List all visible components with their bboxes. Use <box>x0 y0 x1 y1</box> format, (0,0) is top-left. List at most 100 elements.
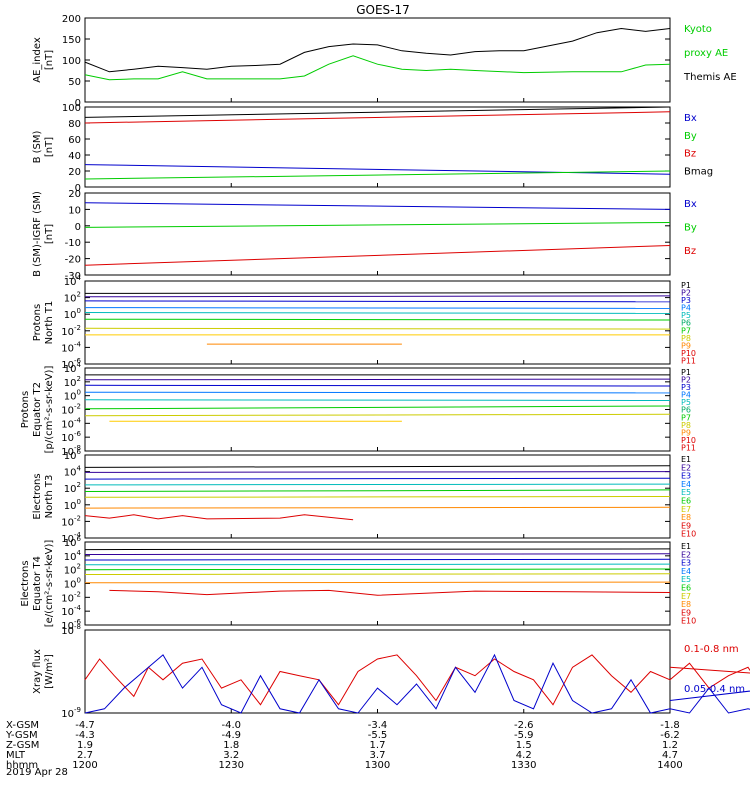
series-line <box>84 111 671 124</box>
figure-title: GOES-17 <box>356 3 410 17</box>
legend-label: P7 <box>681 326 691 335</box>
series-line <box>84 573 671 575</box>
y-axis-label: B (SM)-IGRF (SM) <box>32 191 43 277</box>
panel-frame <box>84 17 671 103</box>
footer-value: -2.6 <box>514 720 534 731</box>
series-line <box>84 391 671 394</box>
series-line <box>84 563 671 566</box>
orbit-footer: X-GSM -4.7 -4.0 -3.4 -2.6 -1.8 Y-GSM -4.3 -4.9 -5… <box>5 720 683 771</box>
legend-label: Bz <box>684 149 696 160</box>
footer-value: 1300 <box>365 760 390 771</box>
legend-label: E3 <box>681 472 691 481</box>
y-axis-label: Equator T2 <box>32 382 43 437</box>
legend-label: P4 <box>681 391 691 400</box>
legend-label: Bmag <box>684 166 713 177</box>
legend-label: E10 <box>681 530 696 539</box>
legend-label: E4 <box>681 480 691 489</box>
legend-label: P2 <box>681 289 691 298</box>
y-tick-label: 80 <box>68 119 81 130</box>
footer-value: 4.7 <box>662 750 678 761</box>
y-tick-label: 100 <box>64 577 81 591</box>
y-axis-label: North T3 <box>44 475 55 519</box>
y-tick-label: 10-8 <box>61 623 81 637</box>
y-axis-label: AE_index <box>32 37 43 83</box>
y-tick-label: 100 <box>62 103 81 114</box>
legend-label: P9 <box>681 428 691 437</box>
y-tick-label: 100 <box>64 389 81 403</box>
series-line <box>84 471 671 473</box>
series-line <box>84 202 671 210</box>
legend-label: P3 <box>681 383 691 392</box>
legend-label: E1 <box>681 542 691 551</box>
panel-frame <box>84 367 671 452</box>
series-line <box>84 318 671 321</box>
series-line <box>84 477 671 480</box>
legend-label: P8 <box>681 421 691 430</box>
series-line <box>84 170 671 180</box>
y-tick-label: 104 <box>64 274 82 288</box>
series-line <box>84 295 671 298</box>
footer-value: 4.2 <box>516 750 532 761</box>
y-tick-label: -30 <box>65 271 81 282</box>
series-line <box>84 245 671 266</box>
y-tick-label: 150 <box>62 35 81 46</box>
y-tick-label: 10-4 <box>61 416 81 430</box>
y-tick-label: 10-4 <box>61 340 81 354</box>
y-axis-label: [e/(cm²-s-sr-keV)] <box>44 540 55 628</box>
series-line <box>84 222 671 228</box>
y-tick-label: 0 <box>75 222 81 233</box>
y-tick-label: 10 <box>68 205 81 216</box>
y-tick-label: 0 <box>75 183 81 194</box>
footer-value: -6.2 <box>660 730 680 741</box>
y-tick-label: 10-6 <box>61 430 81 444</box>
series-line <box>84 568 671 571</box>
y-axis-label: Equator T4 <box>32 556 43 611</box>
y-axis-label: [p/(cm²-s-sr-keV)] <box>44 366 55 454</box>
series-line <box>84 506 671 509</box>
legend-label: E8 <box>681 513 691 522</box>
legend-label: P2 <box>681 376 691 385</box>
legend-label: 0.1-0.8 nm <box>684 644 739 655</box>
date-label: 2019 Apr 28 <box>6 767 68 778</box>
footer-row-label: Y-GSM <box>5 730 38 741</box>
legend-label: P1 <box>681 281 691 290</box>
y-tick-label: 100 <box>64 498 81 512</box>
y-axis-label: Xray flux <box>32 649 43 694</box>
footer-value: -5.9 <box>514 730 534 741</box>
footer-value: -4.9 <box>221 730 241 741</box>
y-tick-label: 10-2 <box>61 324 81 338</box>
y-tick-label: 200 <box>62 14 81 25</box>
series-line <box>84 300 671 303</box>
footer-value: -4.7 <box>75 720 95 731</box>
legend-label: P3 <box>681 296 691 305</box>
y-axis-label: Electrons <box>32 473 43 519</box>
footer-row-label: MLT <box>6 750 26 761</box>
footer-value: 1400 <box>657 760 682 771</box>
legend-label: P8 <box>681 334 691 343</box>
legend-label: E9 <box>681 521 691 530</box>
footer-row-label: Z-GSM <box>6 740 39 751</box>
y-axis-label: Electrons <box>20 560 31 606</box>
y-tick-label: 104 <box>64 465 82 479</box>
legend-label: E7 <box>681 505 691 514</box>
footer-value: 1230 <box>219 760 244 771</box>
legend-label: By <box>684 131 697 142</box>
series-line <box>84 489 671 492</box>
legend-label: By <box>684 222 697 233</box>
series-line <box>84 55 671 81</box>
y-axis-label: Protons <box>32 304 43 341</box>
y-tick-label: 50 <box>68 77 81 88</box>
footer-value: -3.4 <box>368 720 388 731</box>
y-axis-label: [nT] <box>44 137 55 157</box>
series-line <box>84 312 671 314</box>
legend-label: P11 <box>681 356 696 365</box>
y-tick-label: 10-2 <box>61 403 81 417</box>
footer-value: 1.2 <box>662 740 678 751</box>
y-tick-label: -20 <box>65 255 81 266</box>
panel-1: 0 50 100 150 200 AE_index [nT] Kyoto proxy AE The… <box>32 14 737 109</box>
footer-value: 3.7 <box>370 750 386 761</box>
footer-value: 1.7 <box>370 740 386 751</box>
